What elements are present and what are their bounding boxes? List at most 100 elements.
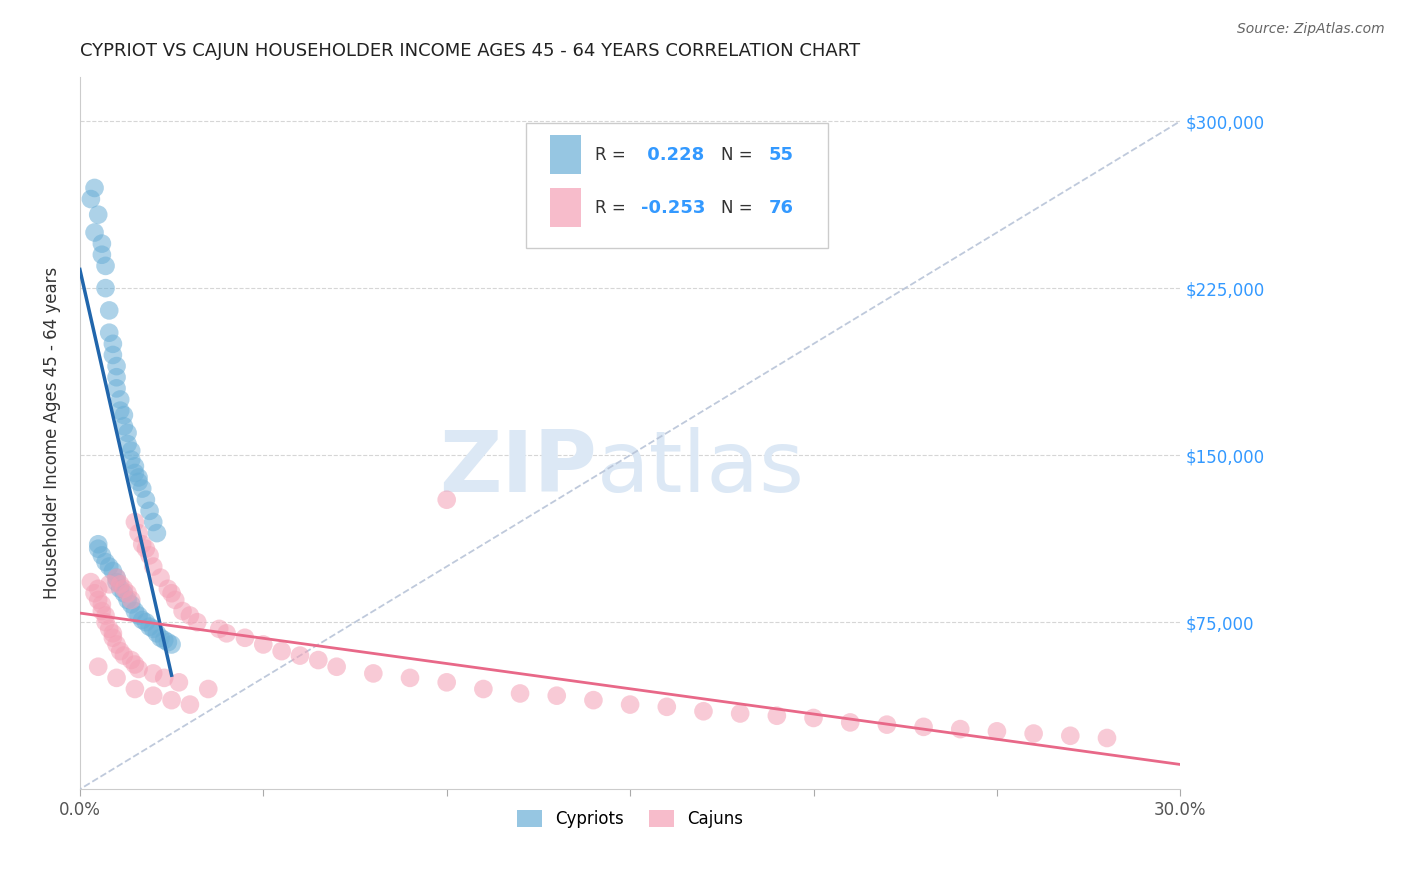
- Point: [142, 559, 165, 574]
- Text: ZIP: ZIP: [439, 427, 598, 510]
- Point: [110, 392, 132, 407]
- Point: [117, 437, 139, 451]
- Point: [138, 620, 160, 634]
- Text: 76: 76: [769, 199, 794, 217]
- Point: [87, 593, 110, 607]
- Point: [87, 208, 110, 222]
- Point: [112, 648, 135, 663]
- Point: [94, 555, 117, 569]
- Point: [307, 653, 329, 667]
- Point: [101, 336, 124, 351]
- Point: [233, 631, 256, 645]
- Point: [94, 615, 117, 630]
- Point: [1059, 729, 1081, 743]
- Point: [582, 693, 605, 707]
- Point: [131, 482, 153, 496]
- Point: [131, 613, 153, 627]
- Point: [110, 403, 132, 417]
- Point: [165, 593, 187, 607]
- Point: [117, 425, 139, 440]
- Point: [98, 326, 121, 340]
- Point: [101, 564, 124, 578]
- Point: [94, 259, 117, 273]
- Point: [803, 711, 825, 725]
- Point: [270, 644, 292, 658]
- Point: [90, 598, 112, 612]
- Point: [215, 626, 238, 640]
- Point: [146, 526, 169, 541]
- Point: [146, 626, 169, 640]
- Point: [839, 715, 862, 730]
- Point: [112, 582, 135, 596]
- Point: [87, 541, 110, 556]
- Text: N =: N =: [721, 199, 758, 217]
- Point: [179, 608, 201, 623]
- Point: [120, 598, 142, 612]
- Point: [101, 348, 124, 362]
- Point: [655, 699, 678, 714]
- Point: [105, 381, 128, 395]
- Point: [112, 408, 135, 422]
- Point: [949, 722, 972, 736]
- Point: [128, 526, 150, 541]
- Point: [252, 637, 274, 651]
- Point: [117, 593, 139, 607]
- Point: [94, 608, 117, 623]
- Text: 0.228: 0.228: [641, 145, 704, 163]
- Point: [149, 571, 172, 585]
- Point: [124, 657, 146, 672]
- Point: [1095, 731, 1118, 745]
- Point: [105, 370, 128, 384]
- Point: [124, 459, 146, 474]
- Point: [509, 686, 531, 700]
- Point: [135, 492, 157, 507]
- Point: [105, 575, 128, 590]
- Point: [135, 541, 157, 556]
- Point: [153, 633, 176, 648]
- Point: [876, 717, 898, 731]
- FancyBboxPatch shape: [526, 123, 828, 248]
- Point: [135, 615, 157, 630]
- Point: [472, 681, 495, 696]
- Point: [105, 359, 128, 373]
- Point: [87, 537, 110, 551]
- Point: [149, 631, 172, 645]
- Point: [128, 662, 150, 676]
- Point: [436, 492, 458, 507]
- Point: [124, 681, 146, 696]
- Point: [90, 604, 112, 618]
- Point: [80, 192, 103, 206]
- Point: [436, 675, 458, 690]
- Point: [766, 708, 789, 723]
- Point: [87, 659, 110, 673]
- Text: CYPRIOT VS CAJUN HOUSEHOLDER INCOME AGES 45 - 64 YEARS CORRELATION CHART: CYPRIOT VS CAJUN HOUSEHOLDER INCOME AGES…: [80, 42, 860, 60]
- Point: [138, 504, 160, 518]
- Point: [112, 586, 135, 600]
- Point: [105, 571, 128, 585]
- Point: [83, 586, 105, 600]
- Point: [179, 698, 201, 712]
- Point: [120, 653, 142, 667]
- Text: atlas: atlas: [598, 427, 806, 510]
- Point: [124, 604, 146, 618]
- Point: [153, 671, 176, 685]
- Point: [98, 559, 121, 574]
- Point: [120, 593, 142, 607]
- Point: [138, 549, 160, 563]
- Point: [117, 586, 139, 600]
- Point: [105, 637, 128, 651]
- Point: [112, 419, 135, 434]
- Point: [208, 622, 231, 636]
- Point: [128, 608, 150, 623]
- Point: [110, 582, 132, 596]
- Text: R =: R =: [595, 199, 631, 217]
- Point: [172, 604, 194, 618]
- Point: [110, 644, 132, 658]
- Point: [167, 675, 190, 690]
- Point: [197, 681, 219, 696]
- Point: [105, 671, 128, 685]
- Point: [156, 635, 179, 649]
- Point: [87, 582, 110, 596]
- Point: [142, 515, 165, 529]
- Point: [142, 689, 165, 703]
